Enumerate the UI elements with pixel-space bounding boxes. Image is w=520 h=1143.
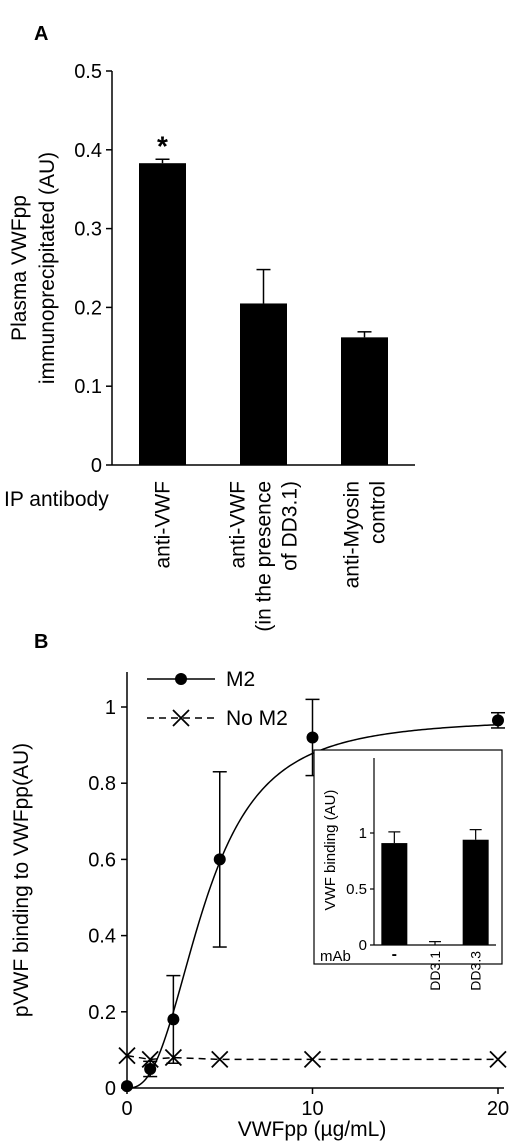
inset-y-tick-label: 0.5: [346, 881, 367, 898]
b-y-tick-label: 0.2: [88, 1002, 116, 1024]
b-x-tick-label: 10: [301, 1098, 323, 1120]
inset-bar: [462, 839, 489, 945]
series-no-m2-point: [303, 1050, 322, 1069]
a-y-tick-label: 0: [91, 455, 102, 477]
a-significance-mark: *: [157, 130, 168, 161]
inset-category-label: DD3.1: [427, 951, 443, 991]
panel-b-label: B: [34, 631, 48, 653]
x-marker-stroke: [118, 1046, 136, 1065]
legend-m2-label: M2: [226, 668, 255, 691]
inset-y-tick-label: 1: [359, 825, 367, 842]
series-m2-point: [213, 853, 226, 866]
b-y-tick-label: 0.4: [88, 926, 116, 948]
inset-x-axis-label: mAb: [320, 948, 351, 965]
x-marker-stroke: [489, 1050, 507, 1069]
series-no-m2-point: [141, 1050, 159, 1069]
inset-y-tick-label: 0: [359, 937, 367, 954]
a-category-label: anti-VWF: [152, 481, 175, 569]
a-category-label: anti-Myosin control: [341, 481, 390, 588]
series-m2-point: [167, 1013, 180, 1026]
b-x-tick-label: 0: [121, 1098, 132, 1120]
a-y-axis-label: Plasma VWFpp immunoprecipitated (AU): [8, 152, 59, 384]
a-y-tick-label: 0.3: [74, 219, 102, 241]
a-y-tick-label: 0.5: [74, 61, 102, 83]
a-category-label-line: of DD3.1): [279, 481, 302, 571]
a-bar: [341, 337, 388, 465]
a-category-label-line: anti-VWF: [152, 481, 175, 569]
b-y-tick-label: 0.6: [88, 849, 116, 871]
chart-a: 0 0.1 0.2 0.3 0.4 0.5 Plasma VWFpp immunoprecip…: [4, 61, 415, 632]
inset-category-label: DD3.3: [468, 951, 484, 991]
a-y-tick-label: 0.4: [74, 140, 102, 162]
series-m2-point: [492, 714, 504, 727]
a-bar: [139, 163, 186, 466]
series-m2-point: [121, 1080, 133, 1093]
b-y-tick-label: 0: [105, 1078, 116, 1100]
inset-chart: 0 0.5 1 VWF binding (AU) - DD3.1 DD3.3 mAb: [313, 749, 503, 991]
b-y-tick-label: 1: [105, 697, 116, 719]
x-marker-stroke: [211, 1050, 229, 1069]
a-category-label-line: anti-VWF: [227, 481, 250, 569]
legend-no-m2-label: No M2: [226, 707, 288, 730]
a-y-tick-label: 0.1: [74, 376, 102, 398]
inset-y-axis-label: VWF binding (AU): [322, 790, 339, 911]
a-category-label-line: anti-Myosin: [341, 481, 364, 588]
series-m2-point: [306, 731, 319, 744]
b-y-tick-label: 0.8: [88, 773, 116, 795]
legend-m2-marker: [175, 673, 187, 685]
a-x-axis-label: IP antibody: [4, 488, 109, 511]
x-marker-stroke: [141, 1050, 159, 1069]
series-no-m2-point: [211, 1050, 229, 1069]
b-y-axis-label: pVWF binding to VWFpp(AU): [10, 743, 33, 1017]
b-x-axis-label: VWFpp (µg/mL): [238, 1118, 387, 1141]
b-legend: M2 No M2: [147, 668, 288, 730]
a-y-axis-label-line: immunoprecipitated (AU): [36, 152, 59, 384]
a-y-axis-label-line: Plasma VWFpp: [8, 195, 31, 341]
a-y-tick-label: 0.2: [74, 297, 102, 319]
b-x-tick-label: 20: [487, 1098, 509, 1120]
a-category-label: anti-VWF (in the presence of DD3.1): [227, 481, 302, 632]
inset-bar: [381, 843, 408, 945]
series-no-m2-line: [126, 1054, 498, 1061]
series-no-m2-point: [118, 1046, 136, 1065]
legend-no-m2-marker: [172, 709, 190, 727]
inset-category-label: -: [392, 946, 397, 963]
a-bar: [240, 303, 287, 465]
x-marker-stroke: [303, 1050, 322, 1069]
panel-a-label: A: [34, 23, 48, 45]
series-m2-point: [144, 1062, 157, 1075]
a-category-label-line: (in the presence: [253, 481, 276, 632]
series-no-m2-point: [489, 1050, 507, 1069]
a-category-label-line: control: [367, 481, 390, 544]
